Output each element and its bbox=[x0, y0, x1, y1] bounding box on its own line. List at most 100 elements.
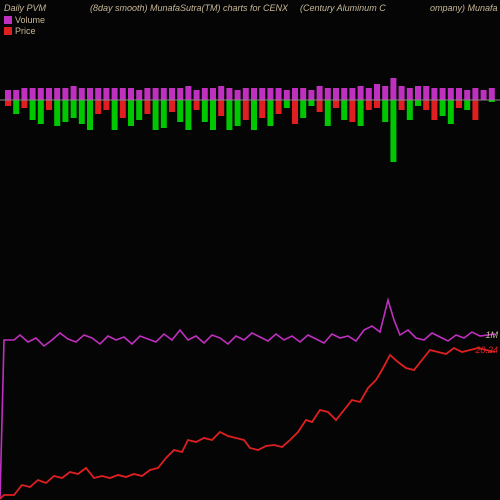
pvm-bar-up bbox=[382, 86, 388, 100]
pvm-bar-up bbox=[481, 90, 487, 100]
pvm-bar-down bbox=[128, 100, 134, 126]
pvm-bar-down bbox=[267, 100, 273, 126]
pvm-bar-up bbox=[407, 88, 413, 100]
pvm-bar-down bbox=[407, 100, 413, 120]
pvm-bar-down bbox=[5, 100, 11, 106]
pvm-bar-down bbox=[382, 100, 388, 122]
pvm-bar-up bbox=[366, 88, 372, 100]
pvm-bar-up bbox=[38, 88, 44, 100]
pvm-bars bbox=[5, 78, 495, 162]
pvm-bar-up bbox=[423, 86, 429, 100]
pvm-bar-up bbox=[71, 86, 77, 100]
pvm-bar-down bbox=[13, 100, 19, 114]
pvm-bar-up bbox=[194, 90, 200, 100]
pvm-bar-down bbox=[185, 100, 191, 130]
pvm-bar-up bbox=[5, 90, 11, 100]
pvm-bar-up bbox=[185, 86, 191, 100]
pvm-bar-down bbox=[235, 100, 241, 126]
pvm-bar-down bbox=[120, 100, 126, 118]
pvm-bar-up bbox=[308, 90, 314, 100]
pvm-bar-down bbox=[95, 100, 101, 114]
pvm-bar-down bbox=[415, 100, 421, 106]
pvm-bar-down bbox=[431, 100, 437, 120]
pvm-bar-up bbox=[489, 88, 495, 100]
pvm-bar-up bbox=[144, 88, 150, 100]
pvm-bar-down bbox=[71, 100, 77, 118]
pvm-bar-up bbox=[325, 88, 331, 100]
pvm-bar-up bbox=[292, 88, 298, 100]
volume-line bbox=[0, 300, 495, 499]
pvm-bar-up bbox=[226, 88, 232, 100]
pvm-bar-down bbox=[144, 100, 150, 114]
pvm-bar-down bbox=[317, 100, 323, 112]
pvm-bar-up bbox=[210, 88, 216, 100]
pvm-bar-down bbox=[366, 100, 372, 110]
pvm-bar-down bbox=[292, 100, 298, 124]
pvm-bar-down bbox=[284, 100, 290, 108]
pvm-bar-down bbox=[153, 100, 159, 130]
pvm-bar-up bbox=[276, 88, 282, 100]
pvm-bar-up bbox=[62, 88, 68, 100]
pvm-bar-up bbox=[112, 88, 118, 100]
pvm-bar-up bbox=[440, 88, 446, 100]
pvm-bar-up bbox=[251, 88, 257, 100]
pvm-bar-down bbox=[325, 100, 331, 126]
pvm-bar-up bbox=[399, 86, 405, 100]
pvm-bar-up bbox=[79, 88, 85, 100]
price-line bbox=[0, 348, 495, 499]
pvm-bar-up bbox=[341, 88, 347, 100]
pvm-bar-down bbox=[440, 100, 446, 116]
pvm-bar-down bbox=[423, 100, 429, 110]
pvm-bar-up bbox=[161, 88, 167, 100]
pvm-bar-down bbox=[300, 100, 306, 118]
pvm-bar-up bbox=[235, 90, 241, 100]
pvm-bar-down bbox=[161, 100, 167, 128]
pvm-bar-up bbox=[30, 88, 36, 100]
pvm-bar-up bbox=[95, 88, 101, 100]
pvm-bar-down bbox=[308, 100, 314, 106]
pvm-bar-down bbox=[358, 100, 364, 126]
pvm-bar-up bbox=[128, 88, 134, 100]
pvm-bar-down bbox=[349, 100, 355, 122]
pvm-bar-down bbox=[30, 100, 36, 120]
pvm-bar-down bbox=[79, 100, 85, 124]
pvm-bar-down bbox=[21, 100, 27, 108]
pvm-bar-up bbox=[472, 88, 478, 100]
pvm-bar-down bbox=[341, 100, 347, 120]
pvm-bar-down bbox=[38, 100, 44, 124]
pvm-bar-down bbox=[333, 100, 339, 108]
pvm-bar-down bbox=[456, 100, 462, 108]
pvm-bar-down bbox=[54, 100, 60, 126]
pvm-bar-down bbox=[472, 100, 478, 120]
pvm-bar-down bbox=[169, 100, 175, 112]
pvm-bar-up bbox=[284, 90, 290, 100]
pvm-bar-down bbox=[210, 100, 216, 130]
price-axis-label: 28.24 bbox=[475, 345, 498, 355]
pvm-bar-up bbox=[456, 88, 462, 100]
pvm-bar-up bbox=[431, 88, 437, 100]
pvm-bar-up bbox=[267, 88, 273, 100]
pvm-bar-down bbox=[448, 100, 454, 124]
pvm-bar-down bbox=[374, 100, 380, 108]
pvm-bar-up bbox=[243, 88, 249, 100]
pvm-bar-up bbox=[87, 88, 93, 100]
pvm-bar-up bbox=[317, 86, 323, 100]
pvm-bar-down bbox=[259, 100, 265, 118]
pvm-bar-up bbox=[218, 86, 224, 100]
pvm-bar-down bbox=[399, 100, 405, 110]
pvm-bar-down bbox=[112, 100, 118, 130]
pvm-bar-down bbox=[226, 100, 232, 130]
pvm-bar-down bbox=[103, 100, 109, 110]
pvm-bar-up bbox=[349, 88, 355, 100]
pvm-bar-up bbox=[464, 90, 470, 100]
pvm-bar-up bbox=[415, 86, 421, 100]
pvm-bar-up bbox=[13, 90, 19, 100]
pvm-bar-up bbox=[374, 84, 380, 100]
pvm-bar-down bbox=[243, 100, 249, 120]
pvm-bar-up bbox=[136, 90, 142, 100]
pvm-bar-down bbox=[276, 100, 282, 114]
pvm-bar-up bbox=[177, 88, 183, 100]
pvm-bar-down bbox=[202, 100, 208, 122]
volume-axis-label: 1M bbox=[485, 330, 498, 340]
pvm-bar-down bbox=[177, 100, 183, 122]
